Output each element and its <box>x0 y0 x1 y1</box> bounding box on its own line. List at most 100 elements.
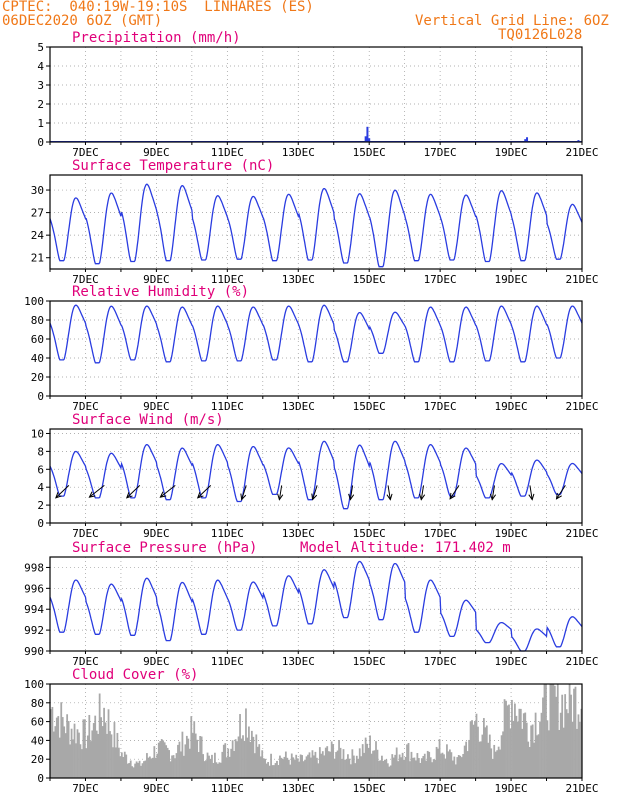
cloud-bar <box>203 761 206 778</box>
cloud-bar <box>301 755 303 778</box>
x-tick-label: 15DEC <box>353 655 386 668</box>
x-tick-label: 21DEC <box>565 782 598 795</box>
cloud-bar <box>484 727 487 778</box>
cloud-bar <box>79 744 82 778</box>
cloud-bar <box>258 744 261 778</box>
cloud-bar <box>280 757 283 778</box>
cloud-bar <box>286 757 289 778</box>
cloud-bar <box>134 763 137 778</box>
y-tick-label: 60 <box>31 333 44 346</box>
cloud-bar <box>568 684 571 778</box>
cloud-bar <box>141 763 144 778</box>
cloud-bar <box>209 758 212 778</box>
cloud-bar <box>376 749 379 778</box>
wind-arrow <box>491 485 495 500</box>
cloud-bar <box>419 762 422 778</box>
cloud-bar <box>425 760 428 778</box>
cloud-bar <box>499 749 502 778</box>
cloud-bar <box>274 763 277 778</box>
cloud-bar <box>406 744 408 778</box>
x-tick-label: 17DEC <box>424 782 457 795</box>
y-tick-label: 0 <box>37 390 44 403</box>
cloud-bar <box>225 757 228 778</box>
cloud-bar <box>261 750 264 778</box>
wind-arrow <box>278 485 283 500</box>
cloud-bar <box>383 759 386 778</box>
cloud-bar <box>113 722 116 778</box>
cloud-bar <box>52 731 55 778</box>
panel-frame <box>49 174 583 270</box>
cloud-bar <box>92 723 95 778</box>
cloud-bar <box>391 754 394 778</box>
y-tick-label: 20 <box>31 371 44 384</box>
cloud-bar <box>497 746 500 778</box>
cloud-bar <box>505 700 507 778</box>
cloud-bar <box>227 748 230 778</box>
wind-arrow <box>197 485 212 499</box>
y-tick-label: 4 <box>37 60 44 73</box>
cloud-bar <box>338 740 340 778</box>
cloud-bar <box>76 729 79 778</box>
cloud-bar <box>271 765 274 778</box>
x-tick-label: 21DEC <box>565 273 598 286</box>
cloud-bar <box>237 736 240 778</box>
cloud-bar <box>420 758 423 778</box>
cloud-bar <box>561 694 564 778</box>
cloud-bar <box>245 708 247 778</box>
cloud-bar <box>407 742 410 778</box>
temperature-title: Surface Temperature (nC) <box>72 158 274 174</box>
cloud-bar <box>168 750 170 778</box>
cloud-bar <box>163 742 166 778</box>
cloud-bar <box>552 684 555 778</box>
cloud-bar <box>180 751 182 778</box>
cloud-bar <box>475 713 478 778</box>
cloud-bar <box>565 709 568 778</box>
x-tick-label: 17DEC <box>424 527 457 540</box>
cloud-bar <box>222 744 225 778</box>
cloud-bar <box>366 743 369 778</box>
y-tick-label: 24 <box>31 229 45 242</box>
cloud-bar <box>61 717 64 778</box>
cloud-bar <box>144 760 147 778</box>
cloud-bar <box>82 719 85 778</box>
cloud-bar <box>224 743 227 778</box>
cloud-bar <box>417 758 420 778</box>
cloud-bar <box>126 763 129 778</box>
cloud-bar <box>106 733 108 778</box>
y-tick-label: 2 <box>37 499 44 512</box>
y-tick-label: 60 <box>31 716 44 729</box>
cloud-bar <box>323 755 326 778</box>
cloud-bar <box>253 753 256 778</box>
cloud-bar <box>188 748 191 778</box>
cloud-bar <box>474 721 476 778</box>
y-tick-label: 996 <box>24 582 44 595</box>
cloud-bar <box>397 761 400 778</box>
cloud-bar <box>416 753 419 778</box>
wind-arrow <box>387 485 391 500</box>
y-tick-label: 8 <box>37 445 44 458</box>
cloud-bar <box>388 766 391 778</box>
x-tick-label: 9DEC <box>143 782 170 795</box>
cloud-bar <box>449 749 451 778</box>
cloud-bar <box>549 684 552 778</box>
cloud-bar <box>398 754 401 778</box>
cloud-bar <box>389 765 392 778</box>
cloud-bar <box>516 721 519 778</box>
cloud-bar <box>216 763 219 778</box>
cloud-bar <box>66 714 69 778</box>
cloud-bar <box>276 760 278 778</box>
cloud-bar <box>128 762 131 778</box>
cloud-bar <box>576 728 578 778</box>
precipitation-title: Precipitation (mm/h) <box>72 30 241 46</box>
cloud-bar <box>426 750 429 778</box>
cloud-bar <box>450 752 453 778</box>
wind-arrow-head <box>311 493 318 501</box>
panel-wind: Surface Wind (m/s) 0 2 4 6 8 10 7DEC 9DEC 11DEC 13… <box>31 412 599 540</box>
x-tick-label: 9DEC <box>143 400 170 413</box>
cloud-bar <box>69 744 71 778</box>
x-tick-label: 17DEC <box>424 400 457 413</box>
cloud-bar <box>347 754 349 778</box>
cloud-bar <box>129 760 132 778</box>
wind-arrow <box>312 485 318 500</box>
wind-line <box>49 440 583 510</box>
